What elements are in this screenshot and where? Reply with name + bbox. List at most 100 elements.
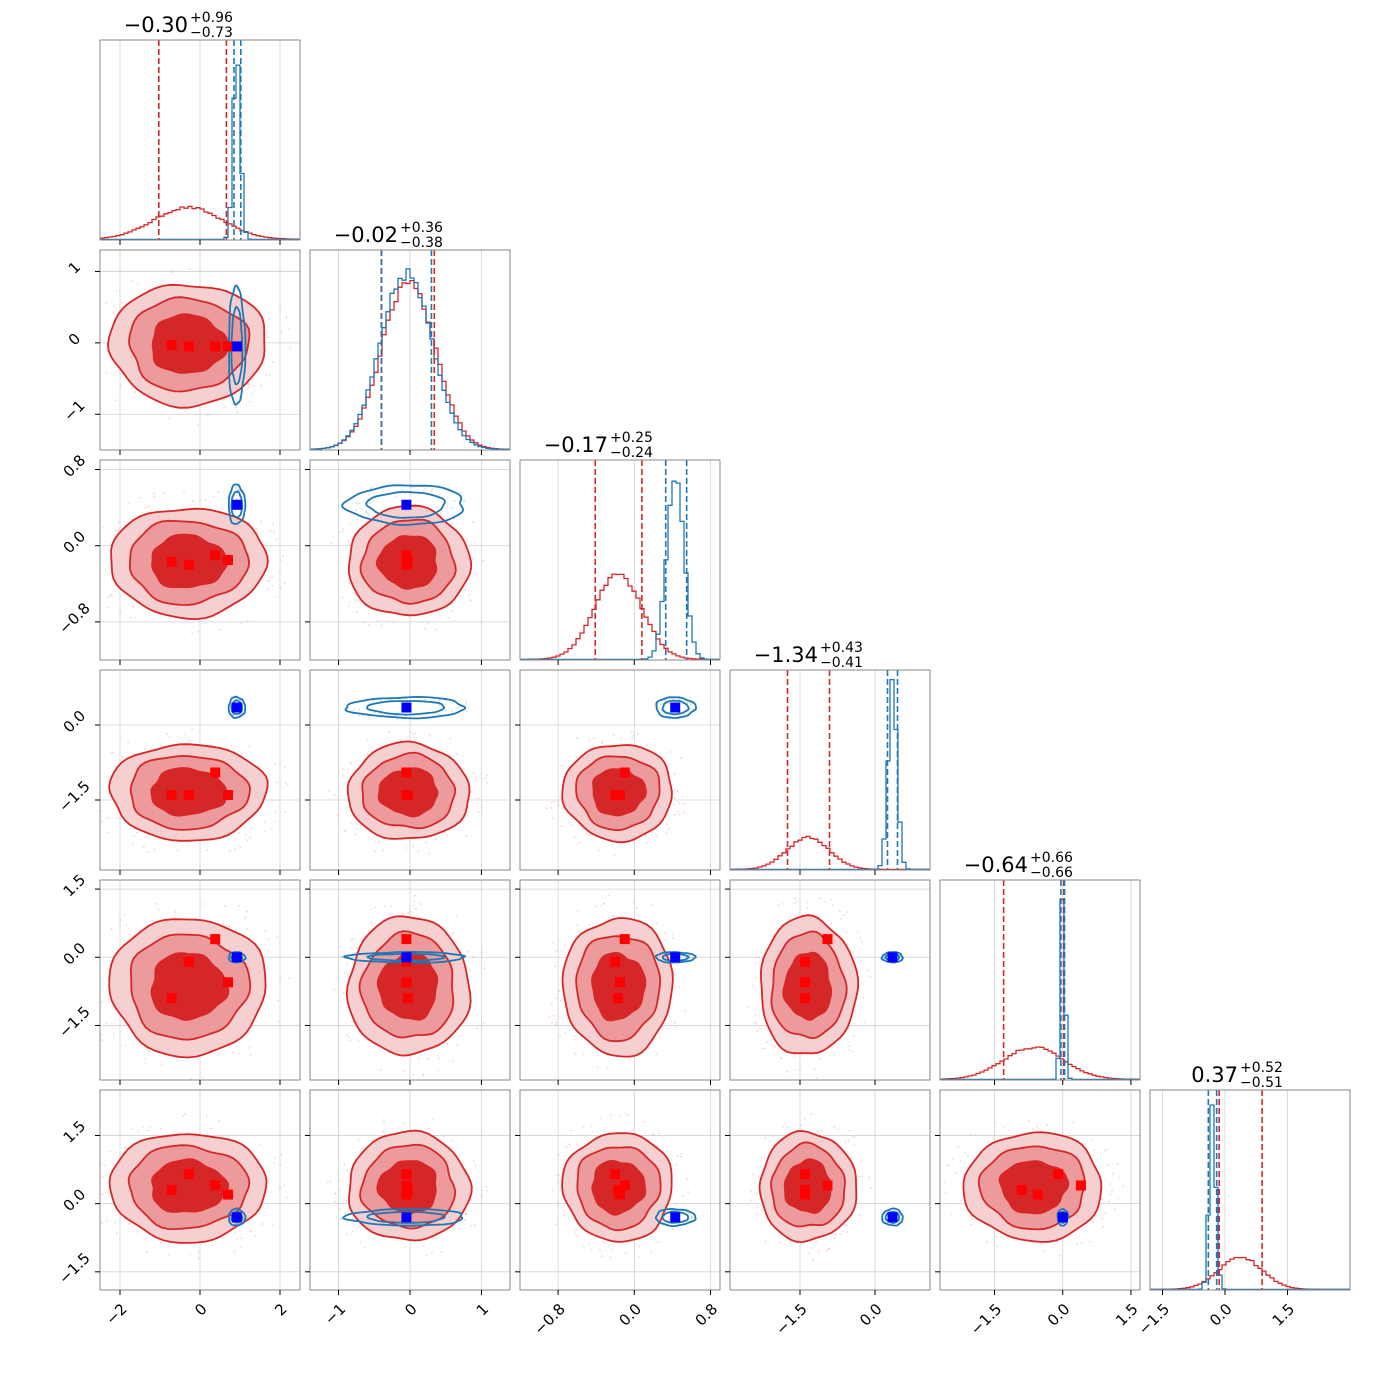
red-sample-dot [248, 745, 251, 748]
red-sample-dot [428, 852, 430, 855]
red-sample-dot [555, 1021, 558, 1024]
red-sample-dot [100, 1033, 102, 1036]
x-tick-label: 0.0 [1044, 1300, 1074, 1330]
blue-truth-marker [887, 1212, 898, 1223]
red-sample-dot [191, 631, 194, 634]
red-sample-dot [184, 733, 187, 736]
red-sample-dot [116, 290, 119, 292]
blue-sample-dot [358, 714, 361, 717]
red-marker [401, 1180, 412, 1191]
panel-frame [939, 1089, 1141, 1291]
red-sample-dot [121, 301, 123, 304]
blue-sample-dot [373, 711, 376, 714]
red-sample-dot [853, 1135, 856, 1138]
red-sample-dot [655, 1053, 658, 1055]
red-sample-dot [157, 908, 160, 911]
blue-truth-marker [401, 499, 412, 510]
red-marker [613, 993, 624, 1004]
red-sample-dot [552, 941, 555, 944]
red-sample-dot [417, 850, 420, 853]
red-sample-dot [960, 1199, 963, 1202]
red-sample-dot [1092, 1221, 1095, 1224]
red-sample-dot [221, 1236, 224, 1239]
red-sample-dot [841, 1230, 844, 1232]
red-sample-dot [574, 1231, 577, 1234]
red-sample-dot [1118, 1177, 1121, 1179]
red-sample-dot [349, 1039, 352, 1042]
red-sample-dot [450, 1139, 453, 1142]
red-contour [151, 1158, 230, 1213]
red-sample-dot [412, 733, 415, 735]
red-sample-dot [635, 907, 638, 910]
red-marker [166, 556, 177, 567]
red-sample-dot [477, 797, 480, 799]
blue-sample-dot [353, 708, 355, 711]
red-sample-dot [563, 1006, 566, 1008]
red-sample-dot [269, 577, 271, 579]
red-sample-dot [425, 1254, 428, 1257]
red-sample-dot [131, 280, 133, 282]
red-sample-dot [477, 811, 480, 814]
red-sample-dot [274, 811, 277, 814]
red-sample-dot [944, 1191, 947, 1194]
red-sample-dot [593, 737, 596, 740]
red-sample-dot [276, 781, 279, 784]
panel-4-3 [725, 879, 931, 1085]
red-sample-dot [391, 620, 394, 623]
red-sample-dot [455, 914, 458, 917]
red-sample-dot [128, 1222, 131, 1225]
red-sample-dot [1107, 1164, 1110, 1166]
red-sample-dot [395, 495, 397, 498]
red-sample-dot [286, 783, 289, 786]
blue-sample-dot [343, 708, 346, 710]
red-sample-dot [148, 505, 151, 508]
red-sample-dot [667, 827, 670, 830]
red-sample-dot [448, 617, 450, 620]
red-sample-dot [265, 374, 268, 377]
panel-4-0: −1.5 0.0 1.5 [55, 871, 301, 1085]
blue-truth-marker [231, 499, 242, 510]
red-sample-dot [132, 753, 135, 755]
red-sample-dot [1106, 1148, 1109, 1151]
red-sample-dot [357, 1139, 360, 1142]
red-sample-dot [395, 740, 398, 743]
blue-contour [655, 696, 698, 719]
red-sample-dot [130, 616, 132, 619]
red-sample-dot [606, 1066, 608, 1069]
red-sample-dot [131, 843, 134, 846]
blue-sample-dot [450, 507, 453, 510]
red-sample-dot [284, 766, 286, 768]
red-sample-dot [279, 586, 282, 589]
red-sample-dot [567, 1217, 570, 1220]
red-sample-dot [388, 912, 391, 915]
red-sample-dot [673, 797, 676, 800]
blue-contour [365, 491, 446, 519]
red-sample-dot [192, 500, 194, 502]
red-sample-dot [644, 834, 647, 837]
blue-sample-dot [351, 1218, 354, 1220]
red-sample-dot [436, 1054, 439, 1057]
red-sample-dot [137, 1130, 140, 1133]
blue-sample-dot [457, 706, 459, 709]
red-sample-dot [624, 1113, 627, 1115]
red-sample-dot [471, 558, 474, 560]
blue-truth-marker [401, 702, 412, 713]
red-sample-dot [548, 1016, 551, 1019]
red-sample-dot [255, 530, 258, 533]
red-sample-dot [344, 971, 347, 974]
blue-sample-dot [683, 713, 686, 716]
red-sample-dot [144, 1062, 147, 1065]
red-sample-dot [363, 935, 366, 938]
red-sample-dot [664, 932, 666, 934]
red-sample-dot [481, 806, 484, 809]
red-sample-dot [862, 996, 865, 999]
red-sample-dot [260, 520, 262, 523]
red-sample-dot [651, 831, 653, 834]
red-sample-dot [601, 740, 604, 743]
red-sample-dot [472, 521, 474, 523]
red-sample-dot [631, 736, 633, 739]
red-marker [1075, 1180, 1086, 1191]
red-sample-dot [435, 628, 438, 631]
red-sample-dot [963, 1162, 966, 1164]
red-sample-dot [1116, 1163, 1119, 1165]
